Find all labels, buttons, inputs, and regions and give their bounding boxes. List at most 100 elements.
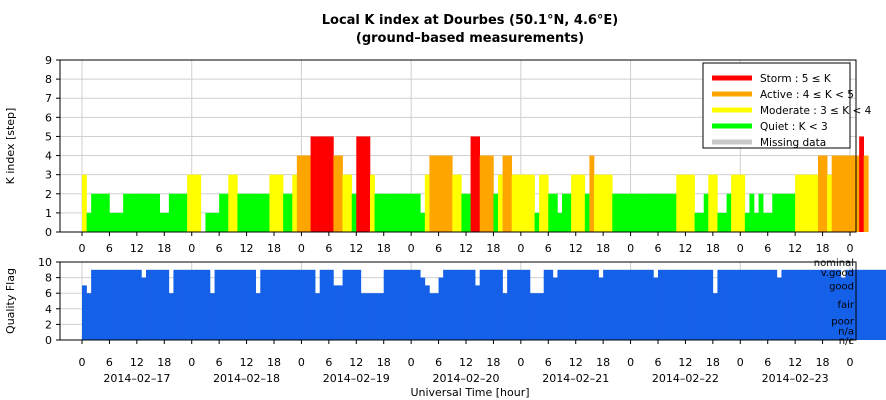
quality-flag-bar (356, 269, 362, 340)
quality-flag-bar (566, 269, 572, 340)
top-x-tick-label: 6 (106, 242, 113, 255)
k-index-bar (383, 193, 389, 232)
quality-flag-bar (557, 269, 563, 340)
top-y-tick-label: 5 (45, 130, 52, 143)
quality-flag-bar (539, 293, 545, 340)
k-index-bar (598, 174, 604, 232)
quality-flag-bar (100, 269, 106, 340)
k-index-bar (516, 174, 522, 232)
k-index-bar (132, 193, 138, 232)
top-x-tick-label: 12 (240, 242, 254, 255)
quality-flag-bar (772, 269, 778, 340)
quality-flag-bar (658, 269, 663, 340)
k-index-bar (662, 193, 668, 232)
bottom-x-tick-label: 0 (79, 356, 86, 369)
quality-flag-bar (168, 293, 174, 340)
quality-level-label: n/c (839, 336, 854, 347)
top-y-tick-label: 4 (45, 150, 52, 163)
k-index-bar (626, 193, 631, 232)
quality-level-label: nominal (814, 258, 854, 269)
bottom-x-tick-label: 0 (517, 356, 524, 369)
k-index-bar (539, 174, 545, 232)
k-index-bar (374, 193, 380, 232)
k-index-bar (232, 174, 238, 232)
quality-flag-bar (786, 269, 791, 340)
top-x-tick-label: 12 (678, 242, 692, 255)
quality-flag-bar (443, 269, 449, 340)
top-x-tick-label: 6 (325, 242, 332, 255)
k-index-bar (315, 136, 321, 232)
quality-flag-bar (680, 269, 686, 340)
k-index-bar (173, 193, 179, 232)
date-label: 2014–02–21 (542, 372, 609, 385)
k-index-bar (548, 193, 554, 232)
quality-flag-bar (584, 269, 590, 340)
quality-level-label: n/a (838, 327, 854, 338)
quality-flag-bar (548, 269, 554, 340)
quality-flag-bar (580, 269, 586, 340)
bottom-x-tick-label: 6 (435, 356, 442, 369)
bottom-y-tick-label: 10 (38, 256, 52, 269)
k-index-bar (680, 174, 686, 232)
k-index-bar (781, 193, 787, 232)
quality-flag-bar (507, 269, 513, 340)
k-index-bar (831, 155, 837, 232)
bottom-x-tick-label: 6 (655, 356, 662, 369)
top-x-tick-label: 18 (157, 242, 171, 255)
quality-flag-bar (859, 269, 865, 340)
quality-level-label: poor (831, 317, 855, 328)
k-index-bar (717, 212, 723, 232)
bottom-y-tick-label: 4 (45, 303, 52, 316)
quality-flag-bar (575, 269, 581, 340)
k-index-bar (397, 193, 403, 232)
quality-flag-bar (104, 269, 110, 340)
quality-flag-bar (146, 269, 151, 340)
k-index-bar (653, 193, 659, 232)
quality-flag-bar (219, 269, 225, 340)
k-index-bar (118, 212, 124, 232)
quality-flag-bar (420, 277, 426, 340)
legend-label: Active : 4 ≤ K < 5 (760, 89, 854, 101)
quality-flag-bar (484, 269, 490, 340)
k-index-bar (164, 212, 170, 232)
quality-flag-bar (776, 277, 782, 340)
quality-flag-bar (315, 293, 321, 340)
k-index-bar (415, 193, 421, 232)
quality-flag-bar (178, 269, 183, 340)
quality-flag-bar (132, 269, 138, 340)
k-index-bar (260, 193, 266, 232)
k-index-bar (155, 193, 161, 232)
k-index-bar (754, 212, 759, 232)
k-index-bar (575, 174, 581, 232)
quality-flag-bar (342, 269, 348, 340)
quality-flag-bar (338, 285, 343, 340)
k-index-bar (566, 193, 572, 232)
bottom-x-tick-label: 6 (216, 356, 223, 369)
quality-flag-bar (840, 277, 846, 340)
quality-flag-bar (758, 269, 764, 340)
quality-flag-bar (872, 269, 878, 340)
k-index-bar (530, 174, 535, 232)
quality-flag-bar (95, 269, 101, 340)
k-index-bar (182, 193, 188, 232)
quality-flag-bar (598, 277, 604, 340)
k-index-bar (420, 212, 426, 232)
k-index-bar (731, 174, 737, 232)
quality-flag-bar (694, 269, 700, 340)
quality-flag-bar (740, 269, 746, 340)
k-index-bar (306, 155, 311, 232)
quality-flag-bar (452, 269, 458, 340)
k-index-bar (589, 155, 595, 232)
quality-flag-bar (475, 285, 481, 340)
k-index-bar (168, 193, 174, 232)
quality-flag-bar (255, 293, 261, 340)
top-x-tick-label: 0 (298, 242, 305, 255)
k-index-bar (749, 193, 755, 232)
k-index-bar (150, 193, 156, 232)
bottom-x-tick-label: 18 (816, 356, 830, 369)
chart-subtitle: (ground–based measurements) (356, 31, 584, 46)
quality-flag-bar (109, 269, 115, 340)
k-index-bar (722, 212, 727, 232)
quality-flag-bar (717, 269, 723, 340)
k-index-bar (205, 212, 211, 232)
